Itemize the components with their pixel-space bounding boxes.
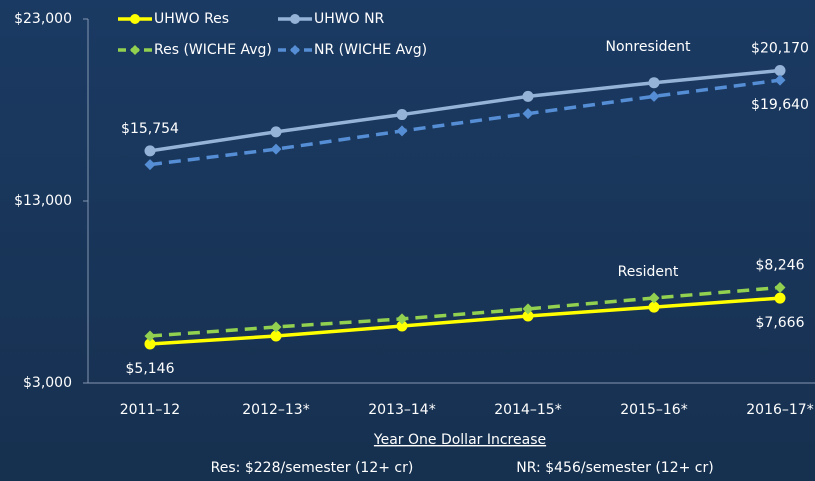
point	[144, 330, 156, 342]
footer-note: NR: $456/semester (12+ cr)	[516, 460, 713, 476]
legend-label: Res (WICHE Avg)	[154, 42, 272, 58]
x-tick-label: 2014–15*	[494, 402, 561, 418]
data-label: $19,640	[751, 97, 809, 113]
point	[648, 77, 660, 89]
point	[774, 292, 786, 304]
point	[774, 74, 786, 86]
x-tick-label: 2012–13*	[242, 402, 309, 418]
data-label: $5,146	[126, 361, 175, 377]
legend-marker	[130, 14, 140, 24]
point	[774, 65, 786, 77]
point	[522, 303, 534, 315]
series-line	[149, 68, 781, 153]
x-tick-label: 2016–17*	[746, 402, 813, 418]
point	[270, 143, 282, 155]
data-label: $20,170	[751, 41, 809, 57]
legend-marker	[290, 45, 300, 55]
point	[648, 301, 660, 313]
x-tick-label: 2015–16*	[620, 402, 687, 418]
footer-title: Year One Dollar Increase	[373, 432, 546, 448]
point	[648, 90, 660, 102]
point	[522, 310, 534, 322]
series-line	[149, 285, 781, 338]
legend-marker	[130, 45, 140, 55]
point	[396, 125, 408, 137]
point	[270, 330, 282, 342]
data-label: $8,246	[756, 258, 805, 274]
point	[396, 320, 408, 332]
data-label: $15,754	[121, 121, 179, 137]
annotation: Nonresident	[605, 39, 691, 55]
point	[774, 282, 786, 294]
series-line	[149, 296, 781, 346]
series-line	[149, 78, 781, 167]
legend-label: NR (WICHE Avg)	[314, 42, 427, 58]
point	[270, 126, 282, 138]
point	[648, 292, 660, 304]
point	[270, 321, 282, 333]
y-tick-label: $23,000	[14, 11, 72, 27]
x-tick-label: 2013–14*	[368, 402, 435, 418]
point	[144, 145, 156, 157]
legend-label: UHWO NR	[314, 11, 385, 27]
point	[522, 108, 534, 120]
footer-note: Res: $228/semester (12+ cr)	[211, 460, 414, 476]
legend-label: UHWO Res	[154, 11, 229, 27]
y-tick-label: $3,000	[23, 375, 72, 391]
annotation: Resident	[618, 264, 679, 280]
y-tick-label: $13,000	[14, 193, 72, 209]
x-tick-label: 2011–12	[120, 402, 180, 418]
point	[396, 109, 408, 121]
point	[522, 90, 534, 102]
point	[144, 338, 156, 350]
data-label: $7,666	[756, 315, 805, 331]
point	[396, 313, 408, 325]
point	[144, 159, 156, 171]
legend-marker	[290, 14, 300, 24]
